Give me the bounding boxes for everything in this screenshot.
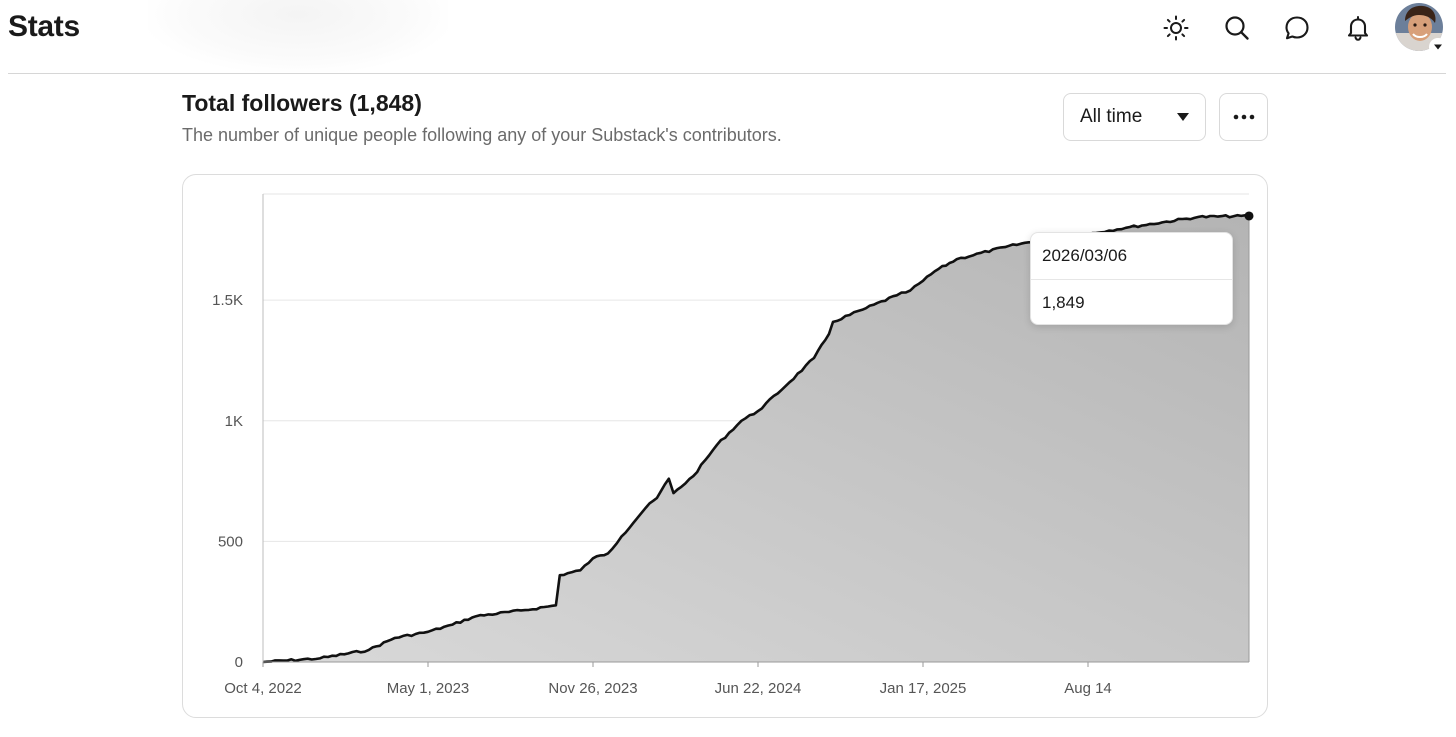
- bell-icon: [1347, 16, 1369, 41]
- user-avatar[interactable]: [1395, 3, 1443, 51]
- x-tick-label: Oct 4, 2022: [224, 680, 302, 697]
- search-icon: [1225, 16, 1249, 40]
- page-title: Stats: [8, 10, 80, 43]
- ellipsis-icon: [1233, 114, 1254, 120]
- x-tick-label: Jun 22, 2024: [715, 680, 802, 697]
- y-tick-label: 0: [235, 654, 243, 671]
- x-tick-label: Jan 17, 2025: [880, 680, 967, 697]
- caret-down-icon: [1434, 44, 1442, 50]
- header-divider: [8, 73, 1446, 74]
- time-range-dropdown[interactable]: All time: [1063, 93, 1206, 141]
- tooltip-value: 1,849: [1031, 279, 1232, 326]
- y-tick-label: 1K: [225, 413, 243, 430]
- account-menu-toggle[interactable]: [1429, 38, 1447, 56]
- avatar-image: [1395, 3, 1443, 51]
- more-options-button[interactable]: [1219, 93, 1268, 141]
- y-tick-label: 500: [218, 533, 243, 550]
- x-tick-label: Nov 26, 2023: [548, 680, 637, 697]
- x-tick-label: May 1, 2023: [387, 680, 470, 697]
- hover-point: [1244, 211, 1254, 221]
- messages-button[interactable]: [1277, 8, 1317, 48]
- time-range-label: All time: [1080, 106, 1143, 127]
- theme-toggle-button[interactable]: [1156, 8, 1196, 48]
- y-tick-label: 1.5K: [212, 292, 243, 309]
- dropdown-caret-icon: [1177, 113, 1189, 121]
- chart-area-fill: [263, 215, 1249, 662]
- notifications-button[interactable]: [1338, 8, 1378, 48]
- section-subtitle: The number of unique people following an…: [182, 125, 782, 145]
- x-tick-label: Aug 14: [1064, 680, 1112, 697]
- background-decoration: [148, 0, 448, 72]
- followers-chart[interactable]: 0 500 1K 1.5K Oct 4, 2022 May 1, 2023 Nov 26, …: [183, 175, 1269, 719]
- sun-icon: [1163, 15, 1189, 41]
- top-bar: Stats: [0, 0, 1456, 74]
- search-button[interactable]: [1217, 8, 1257, 48]
- section-title: Total followers (1,848): [182, 90, 422, 116]
- chart-tooltip: 2026/03/06 1,849: [1030, 232, 1233, 325]
- chat-bubble-icon: [1285, 16, 1309, 40]
- tooltip-date: 2026/03/06: [1042, 246, 1128, 265]
